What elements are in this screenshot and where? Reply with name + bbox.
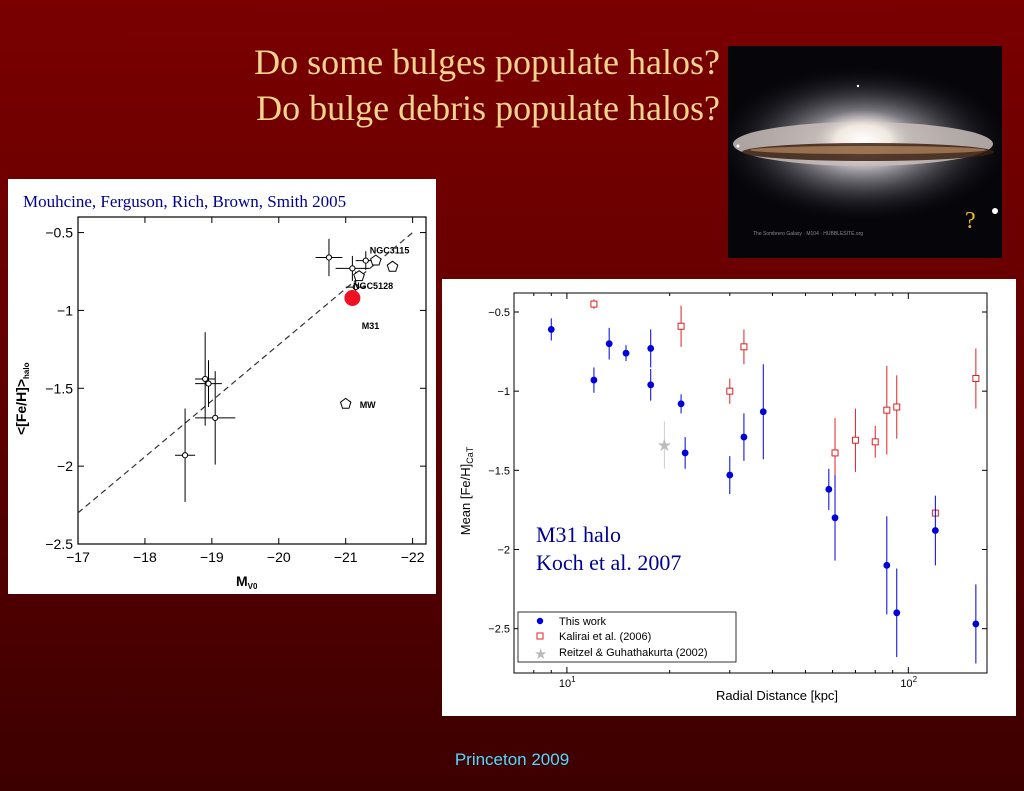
chart2-this-work-point	[831, 514, 839, 522]
chart2-this-work-point	[825, 485, 833, 493]
chart1-xtick-label: −21	[334, 549, 358, 565]
chart2-this-work-point	[681, 449, 689, 457]
legend-label-reitzel: Reitzel & Guhathakurta (2002)	[559, 647, 708, 659]
legend-label-kalirai: Kalirai et al. (2006)	[559, 631, 651, 643]
chart2-this-work-point	[622, 349, 630, 357]
chart2-xlabel: Radial Distance [kpc]	[716, 688, 838, 703]
chart1-xtick-label: −19	[200, 549, 224, 565]
chart2-xtick-label: 101	[559, 675, 576, 690]
chart1-citation: Mouhcine, Ferguson, Rich, Brown, Smith 2…	[23, 192, 346, 211]
chart2-this-work-point	[647, 345, 655, 352]
chart1-data-point	[362, 257, 369, 264]
chart1-pentagon-marker	[353, 270, 365, 282]
chart1-galaxy-label: NGC5128	[353, 281, 393, 291]
chart1-data-point	[352, 283, 359, 291]
chart1-galaxy-label: NGC3115	[370, 246, 410, 256]
chart2-this-work-point	[605, 340, 613, 348]
chart2-ytick-label: −2	[497, 545, 510, 557]
chart2-this-work-point	[759, 408, 767, 416]
chart2-kalirai-point	[726, 387, 734, 395]
sombrero-galaxy-photo: ? The Sombrero Galaxy · M104 · HUBBLESIT…	[728, 46, 1002, 258]
chart2-ytick-label: −2.5	[488, 624, 510, 636]
chart1-frame	[77, 216, 427, 545]
chart1-m31-label: M31	[362, 321, 380, 331]
chart1-ytick-label: −1.5	[45, 380, 73, 396]
chart2-ytick-label: −1.5	[488, 465, 510, 477]
legend-marker-this-work	[536, 617, 544, 625]
chart1-data-point	[325, 254, 333, 261]
chart1-m31-highlight	[344, 289, 361, 306]
chart1-data-point	[205, 380, 212, 387]
chart1-pentagon-marker	[370, 254, 382, 266]
chart2-this-work-point	[547, 326, 555, 333]
chart2-this-work-point	[931, 527, 939, 534]
photo-caption: The Sombrero Galaxy · M104 · HUBBLESITE.…	[753, 231, 863, 237]
legend-label-this-work: This work	[559, 616, 607, 628]
chart2-this-work-point	[893, 609, 901, 617]
chart2-annotation-line-1: M31 halo	[536, 522, 621, 547]
chart2-frame	[513, 292, 988, 674]
chart1-xtick-label: −18	[133, 549, 157, 565]
legend-marker-kalirai	[536, 632, 544, 640]
chart2-this-work-point	[677, 400, 685, 408]
chart2-annotation-line-2: Koch et al. 2007	[536, 550, 681, 575]
chart1-xtick-label: −20	[267, 549, 291, 565]
chart1-ylabel: <[Fe/H]>halo	[13, 362, 31, 435]
photo-question-mark: ?	[965, 208, 976, 234]
chart2-this-work-point	[883, 561, 891, 569]
chart2-kalirai-point	[851, 436, 859, 444]
chart1-pentagon-marker	[339, 397, 352, 409]
chart1-pentagon-marker	[386, 260, 399, 272]
chart1-data-point	[181, 452, 189, 459]
chart2-kalirai-point	[677, 322, 685, 330]
chart1-galaxy-label: MW	[360, 400, 376, 410]
chart2-kalirai-point	[883, 406, 891, 414]
chart1-xlabel: MV0	[236, 573, 258, 591]
chart2-this-work-point	[972, 620, 980, 628]
chart2-ylabel: Mean [Fe/H]CaT	[458, 446, 475, 535]
chart2-reitzel-point: ★	[657, 436, 672, 455]
chart2-this-work-point	[740, 433, 748, 441]
chart1-data-point	[212, 414, 219, 421]
chart1-data-point	[349, 265, 356, 272]
chart2-this-work-point	[647, 381, 655, 389]
chart2-kalirai-point	[740, 343, 748, 351]
legend-marker-reitzel: ★	[534, 646, 547, 663]
chart2-kalirai-point	[871, 438, 879, 446]
chart2-this-work-point	[726, 471, 734, 479]
slide-footer: Princeton 2009	[454, 750, 570, 769]
chart1-xtick-label: −22	[401, 549, 425, 565]
chart2-this-work-point	[590, 376, 598, 384]
chart1-xtick-label: −17	[66, 549, 90, 565]
chart1-ytick-label: −1	[57, 302, 73, 318]
chart2-kalirai-point	[972, 375, 980, 382]
chart2-xtick-label: 102	[900, 675, 917, 690]
slide-title-line-1: Do some bulges populate halos?	[254, 42, 720, 82]
chart1-ytick-label: −2.5	[45, 536, 73, 552]
slide-title-line-2: Do bulge debris populate halos?	[256, 88, 720, 128]
chart2-kalirai-point	[590, 300, 598, 308]
chart2-legend: ★ This work Kalirai et al. (2006) Reitze…	[517, 611, 737, 663]
chart2-kalirai-point	[893, 403, 901, 411]
chart1-ytick-label: −2	[57, 458, 73, 474]
chart2-ytick-label: −1	[497, 386, 510, 398]
chart2-kalirai-point	[831, 449, 839, 457]
bulge-metallicity-chart: Mouhcine, Ferguson, Rich, Brown, Smith 2…	[8, 179, 436, 594]
chart2-ytick-label: −0.5	[488, 307, 510, 319]
chart1-data-point	[202, 375, 209, 383]
m31-halo-metallicity-chart: −0.5 −1 −1.5 −2 −2.5 101 102 ★ M31 halo Koch e…	[442, 279, 1016, 716]
galaxy-illustration: ? The Sombrero Galaxy · M104 · HUBBLESIT…	[728, 64, 1002, 237]
chart1-ytick-label: −0.5	[45, 225, 73, 241]
